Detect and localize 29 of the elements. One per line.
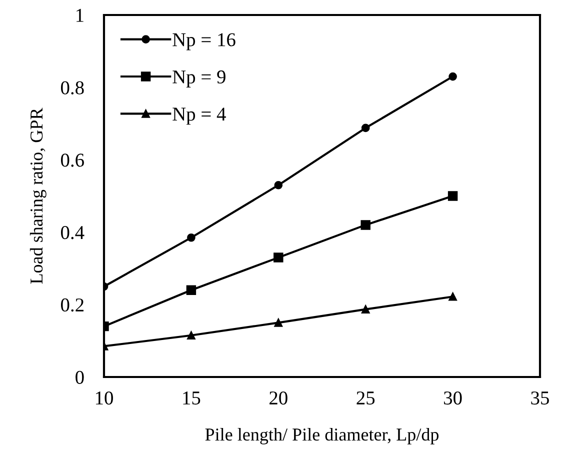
legend-label: Np = 4: [172, 108, 226, 125]
x-tick-label: 15: [183, 392, 200, 405]
y-tick-label: 0: [76, 370, 84, 384]
point: [448, 72, 457, 81]
legend-label: Np = 16: [172, 33, 236, 50]
point: [274, 252, 284, 262]
legend-label: Np = 9: [172, 70, 226, 88]
x-axis-title: Pile length/ Pile diameter, Lp/dp: [205, 428, 439, 444]
x-tick-label: 30: [444, 391, 462, 405]
point: [187, 331, 196, 340]
x-tick-label: 35: [531, 392, 549, 405]
point: [448, 191, 458, 201]
y-tick-label: 0.8: [60, 81, 84, 94]
point: [274, 318, 283, 327]
point: [448, 292, 457, 301]
y-tick-label: 0.6: [60, 154, 84, 167]
point: [186, 285, 196, 295]
y-axis-title: Load sharing ratio, GPR: [30, 108, 46, 284]
y-tick-label: 0.4: [60, 226, 84, 240]
y-tick-label: 1: [76, 8, 84, 22]
x-tick-label: 25: [356, 392, 375, 405]
point: [187, 233, 196, 242]
point: [361, 305, 370, 314]
y-tick-label: 0.2: [60, 298, 84, 312]
x-tick-label: 10: [96, 391, 113, 405]
point: [274, 180, 283, 190]
point: [360, 220, 370, 230]
point: [361, 124, 370, 132]
x-tick-label: 20: [270, 391, 288, 405]
